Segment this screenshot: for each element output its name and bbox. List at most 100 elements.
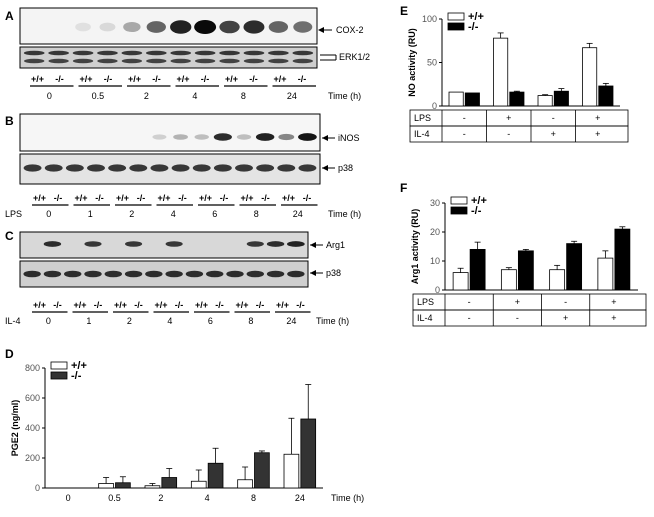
bar-wt [237, 479, 253, 489]
condition-label: LPS [417, 297, 434, 307]
erk-upper-band [268, 50, 289, 56]
erk-upper-band [48, 50, 69, 56]
erk-upper-band [170, 50, 192, 56]
inos-band [173, 134, 188, 140]
time-point-label: 1 [86, 316, 91, 326]
inos-band [278, 133, 295, 141]
erk-upper-band [194, 50, 216, 56]
inos-band [194, 134, 209, 140]
bar-wt [98, 483, 114, 489]
arg1-label: Arg1 [326, 240, 345, 250]
bar-ko [598, 85, 614, 107]
p38-band [287, 270, 305, 278]
genotype-ko-label: -/- [152, 74, 161, 84]
bar-wt [448, 91, 464, 107]
p38-band [165, 270, 183, 278]
genotype-wt-label: +/+ [276, 300, 289, 310]
condition-label: IL-4 [417, 313, 433, 323]
condition-value: - [463, 113, 466, 123]
p38-band [43, 270, 62, 278]
condition-value: + [515, 297, 520, 307]
arg1-blot [19, 231, 309, 259]
genotype-wt-label: +/+ [33, 193, 46, 203]
panel-c-treatment: IL-4 [5, 316, 21, 326]
erk-lower-band [170, 58, 191, 64]
bar-wt [537, 95, 553, 107]
bar-ko [161, 477, 178, 489]
cox2-band [146, 21, 166, 33]
time-point-label: 0.5 [92, 91, 105, 101]
time-point-label: 24 [293, 209, 303, 219]
erk-lower-band [24, 58, 45, 64]
cox2-label: COX-2 [336, 25, 364, 35]
erk-upper-band [243, 50, 265, 56]
p38-band [23, 164, 42, 172]
no-activity-chart: 0 50 100 NO activity (RU) +/+-/- LPS - + - + IL-4 -… [407, 11, 629, 143]
bar-ko [469, 248, 486, 291]
inos-blot [19, 113, 321, 152]
time-point-label: 1 [88, 209, 93, 219]
genotype-ko-label: -/- [54, 193, 63, 203]
genotype-ko-label: -/- [175, 300, 184, 310]
p38-band [185, 270, 204, 278]
legend-label: +/+ [471, 195, 487, 207]
bar-ko [300, 418, 317, 489]
genotype-ko-label: -/- [215, 300, 224, 310]
genotype-wt-label: +/+ [177, 74, 190, 84]
inos-band [255, 133, 275, 141]
condition-value: + [611, 297, 616, 307]
p38-band [108, 164, 127, 172]
genotype-wt-label: +/+ [75, 193, 88, 203]
genotype-wt-label: +/+ [236, 300, 249, 310]
bar-ko [464, 92, 480, 107]
legend-label: +/+ [71, 360, 87, 372]
p38-band [44, 164, 63, 172]
erk-upper-band [219, 50, 240, 56]
legend-label: -/- [468, 21, 479, 33]
bar-ko [115, 482, 131, 489]
p38-band [213, 164, 232, 172]
cox2-band [170, 20, 192, 34]
legend-label: -/- [471, 205, 482, 217]
p38-label-b: p38 [338, 163, 353, 173]
condition-value: - [468, 313, 471, 323]
p38-bands-b [23, 164, 317, 172]
p38-band [205, 270, 224, 278]
cox2-band [75, 22, 91, 32]
panel-f: F 0 10 20 30 Arg1 activity (RU) +/+-/- LPS - + - +… [400, 181, 647, 327]
x-tick-label: 8 [251, 493, 256, 503]
bar-ko [254, 452, 270, 489]
bar-wt [582, 47, 598, 107]
panel-b: B iNOS p38 +/+ -/- +/+ -/- +/+ -/- +/+ -/- +/+ -/… [5, 113, 361, 219]
inos-band [213, 133, 232, 141]
inos-band [298, 133, 317, 141]
time-point-label: 6 [208, 316, 213, 326]
p38-band [256, 164, 275, 172]
p38-band [266, 270, 285, 278]
inos-bands [152, 133, 317, 141]
arg1-band [124, 241, 143, 247]
bar-wt [190, 480, 207, 489]
legend-swatch [447, 22, 465, 31]
genotype-wt-label: +/+ [274, 74, 287, 84]
genotype-ko-label: -/- [94, 300, 103, 310]
y-axis-label: PGE2 (ng/ml) [10, 400, 20, 457]
erk-lower-band [243, 58, 265, 64]
p38-blot-c [19, 260, 309, 288]
p38-band [192, 164, 211, 172]
p38-band [124, 270, 143, 278]
panel-a-genotypes: +/+ -/- +/+ -/- +/+ -/- +/+ -/- +/+ -/- +/+ -/- [30, 74, 316, 87]
genotype-ko-label: -/- [249, 74, 258, 84]
legend-swatch [450, 196, 468, 205]
bar-wt [493, 37, 509, 107]
time-point-label: 0 [46, 316, 51, 326]
p38-band [104, 270, 123, 278]
genotype-ko-label: -/- [220, 193, 229, 203]
cox2-bands [75, 20, 313, 34]
panel-a: A COX-2 ERK1/2 +/+ -/- +/+ -/- +/+ -/- +/+ -/- +… [5, 7, 370, 101]
panel-b-time-label: Time (h) [328, 209, 361, 219]
panel-c-time-label: Time (h) [316, 316, 349, 326]
p38-band [150, 164, 169, 172]
cox2-blot [19, 7, 318, 45]
